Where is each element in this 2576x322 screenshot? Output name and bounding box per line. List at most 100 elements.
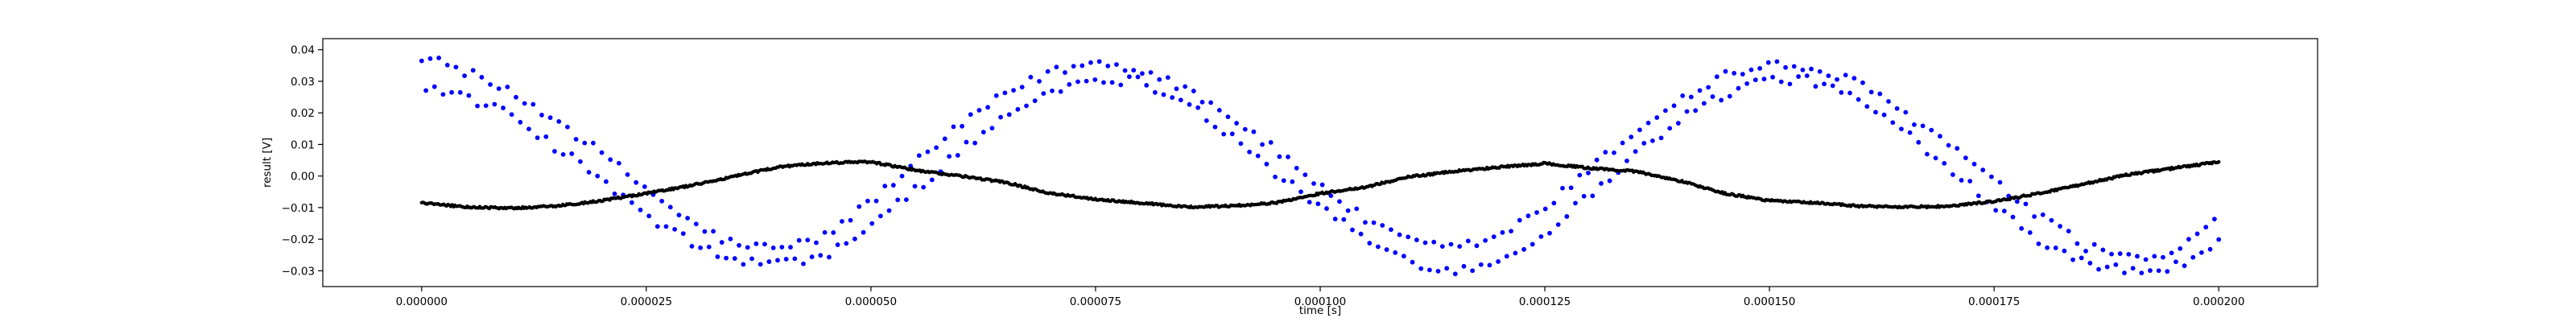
blue-data-point [2087, 260, 2093, 266]
blue-data-point [693, 221, 699, 227]
blue-data-point [1650, 138, 1655, 143]
blue-data-point [1260, 142, 1265, 147]
blue-data-point [929, 177, 935, 183]
blue-data-point [1448, 242, 1454, 247]
blue-data-point [1843, 72, 1848, 78]
blue-data-point [947, 154, 952, 159]
blue-data-point [2023, 201, 2029, 207]
blue-data-point [788, 245, 793, 250]
blue-data-point [1654, 115, 1660, 120]
blue-data-point [989, 126, 995, 131]
y-tick-label: 0.02 [291, 107, 315, 120]
blue-data-point [612, 191, 617, 196]
blue-data-point [1517, 217, 1522, 223]
blue-data-point [1560, 185, 1565, 191]
blue-data-point [680, 231, 686, 237]
blue-data-point [741, 262, 746, 267]
blue-data-point [667, 204, 673, 210]
blue-data-point [1538, 233, 1544, 239]
blue-data-point [728, 236, 733, 242]
blue-data-point [1019, 85, 1025, 90]
blue-data-point [1714, 74, 1719, 80]
blue-data-point [2207, 246, 2213, 252]
blue-data-point [603, 179, 609, 184]
blue-data-point [942, 136, 947, 142]
blue-data-point [1757, 66, 1763, 71]
blue-data-point [1109, 80, 1115, 85]
blue-data-point [921, 184, 927, 190]
blue-data-point [1028, 74, 1034, 80]
blue-data-point [526, 126, 531, 132]
blue-data-point [2216, 237, 2222, 242]
blue-data-point [1435, 268, 1441, 274]
blue-data-point [1903, 109, 1909, 115]
blue-data-point [1298, 189, 1303, 195]
blue-data-point [625, 171, 630, 177]
blue-data-point [1675, 121, 1681, 126]
blue-data-point [1950, 172, 1955, 177]
blue-data-point [488, 82, 493, 87]
blue-data-point [1199, 99, 1205, 105]
blue-data-point [1500, 229, 1505, 235]
blue-data-point [1525, 213, 1531, 219]
x-tick-label: 0.000050 [845, 295, 897, 308]
blue-data-point [501, 105, 506, 110]
blue-data-point [998, 114, 1003, 120]
blue-data-point [1225, 114, 1231, 120]
blue-data-point [1328, 193, 1334, 199]
blue-data-point [1852, 76, 1857, 81]
blue-data-point [873, 198, 879, 204]
blue-data-point [732, 256, 737, 261]
blue-data-point [1422, 240, 1428, 246]
blue-data-point [419, 58, 424, 64]
blue-data-point [1041, 91, 1046, 97]
blue-data-point [796, 237, 802, 243]
blue-data-point [1942, 160, 1947, 166]
blue-data-point [1084, 78, 1089, 84]
blue-data-point [1710, 94, 1715, 99]
blue-data-point [993, 93, 999, 98]
y-tick-label: 0.04 [291, 44, 315, 57]
blue-data-point [2122, 270, 2127, 275]
blue-data-point [792, 256, 798, 262]
blue-data-point [1075, 79, 1080, 85]
blue-data-point [423, 88, 429, 93]
blue-data-point [457, 89, 463, 95]
blue-data-point [578, 159, 583, 164]
y-tick-label: 0.01 [291, 138, 315, 151]
blue-data-point [1770, 74, 1776, 80]
blue-data-point [1787, 81, 1793, 87]
blue-data-point [1363, 220, 1368, 225]
blue-data-point [805, 237, 811, 243]
blue-data-point [1358, 231, 1364, 237]
blue-data-point [1006, 112, 1012, 118]
blue-data-point [1170, 95, 1175, 100]
blue-data-point [1234, 121, 1239, 126]
blue-data-point [1955, 146, 1960, 151]
blue-data-point [1281, 178, 1286, 184]
blue-data-point [2070, 257, 2075, 262]
blue-data-point [1680, 93, 1686, 98]
blue-data-point [925, 149, 931, 155]
blue-data-point [659, 198, 665, 204]
blue-data-point [1929, 127, 1934, 133]
blue-data-point [2156, 268, 2161, 274]
blue-data-point [2113, 262, 2119, 267]
blue-data-point [1229, 131, 1235, 137]
blue-data-point [608, 157, 613, 163]
blue-data-point [1671, 103, 1677, 109]
blue-data-point [1555, 222, 1561, 227]
blue-data-point [1663, 108, 1668, 114]
blue-data-point [543, 134, 549, 139]
blue-data-point [1860, 80, 1865, 85]
blue-data-point [2199, 250, 2204, 255]
blue-data-point [514, 94, 518, 100]
blue-data-point [899, 173, 905, 179]
blue-data-point [1907, 130, 1913, 135]
blue-data-point [1744, 80, 1750, 86]
blue-data-point [453, 64, 459, 70]
blue-data-point [1384, 247, 1389, 252]
blue-data-point [724, 255, 729, 261]
blue-data-point [779, 245, 785, 250]
blue-data-point [1980, 167, 1986, 173]
